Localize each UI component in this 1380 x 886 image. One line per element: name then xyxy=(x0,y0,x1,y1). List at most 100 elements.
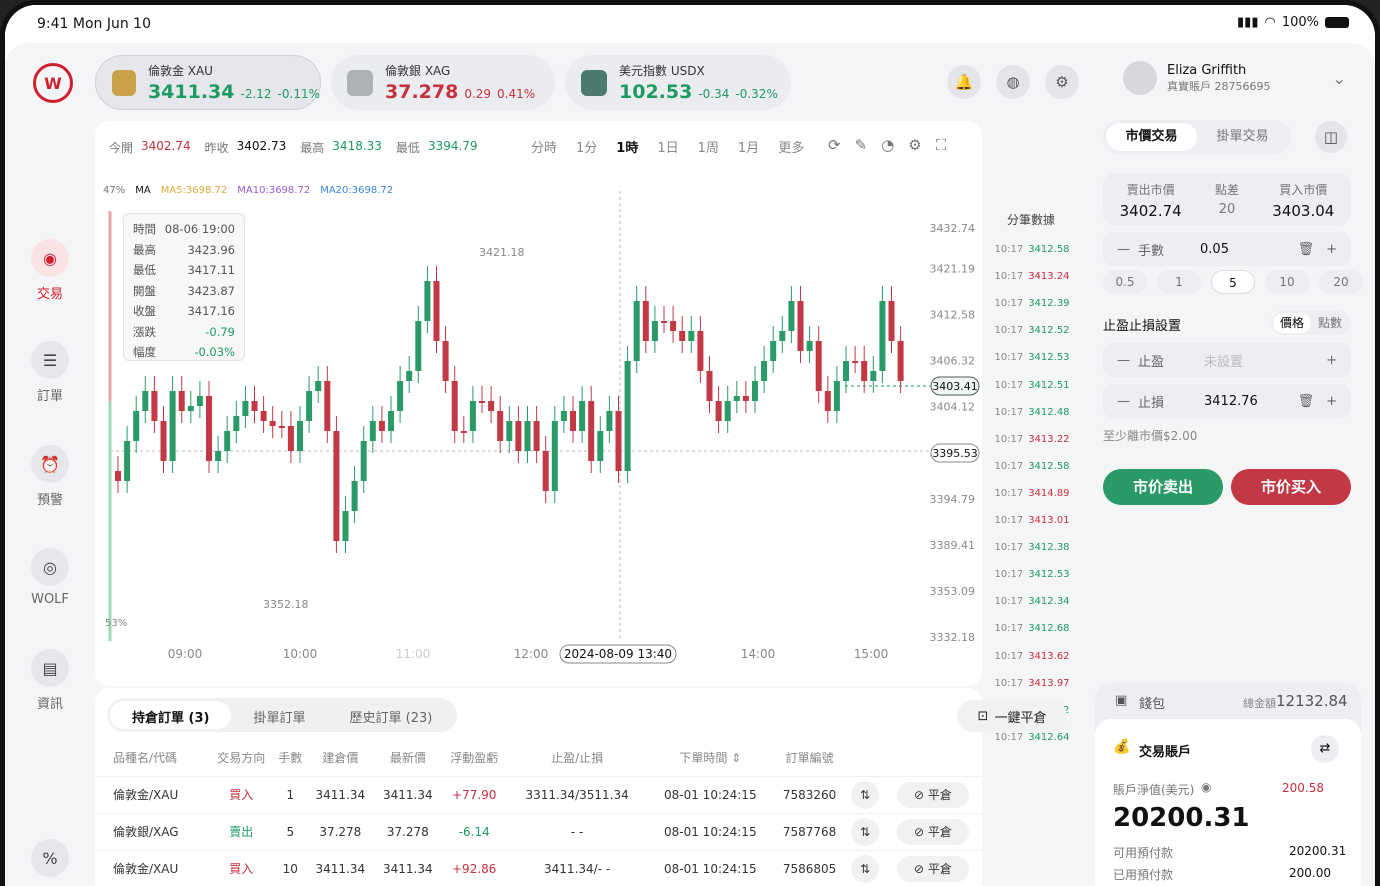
gear-icon[interactable]: ⚙ xyxy=(908,136,922,154)
settings-icon[interactable]: ⚙ xyxy=(1045,65,1079,99)
candle-body xyxy=(224,431,231,451)
tf-tick[interactable]: 分時 xyxy=(531,141,558,156)
nav-alerts[interactable]: ⏰ 預警 xyxy=(5,445,95,508)
mode-price[interactable]: 價格 xyxy=(1273,313,1311,333)
column-header[interactable]: 下單時間 ⇕ xyxy=(679,751,742,766)
close-position-button[interactable]: ⊘ 平倉 xyxy=(897,855,969,882)
nav-trade[interactable]: ◉ 交易 xyxy=(5,239,95,302)
adjust-icon[interactable]: ⇅ xyxy=(850,854,879,883)
sl-label: 止損 xyxy=(1138,395,1165,411)
plus-icon[interactable]: + xyxy=(1326,352,1337,368)
ma-legend: 47% MA MA5:3698.72 MA10:3698.72 MA20:369… xyxy=(103,185,393,196)
gauge-icon[interactable]: ◔ xyxy=(881,136,895,154)
close-position-button[interactable]: ⊘ 平倉 xyxy=(897,781,969,808)
candle-body xyxy=(852,361,859,363)
candle-chart[interactable]: 3432.743421.193412.583406.323404.123398.… xyxy=(95,181,992,681)
layout-icon[interactable]: ◫ xyxy=(1315,121,1347,153)
candle-body xyxy=(815,341,822,391)
candle-body xyxy=(615,411,622,471)
tab-limit[interactable]: 掛單交易 xyxy=(1216,129,1269,144)
column-header: 品種名/代碼 xyxy=(113,751,178,766)
plus-icon[interactable]: + xyxy=(1326,393,1337,409)
nav-wolf[interactable]: ◎ WOLF xyxy=(5,548,95,607)
refresh-icon[interactable]: ⟳ xyxy=(828,136,841,154)
tab-pending[interactable]: 掛單訂單 xyxy=(253,711,306,726)
lot-chip[interactable]: 20 xyxy=(1319,270,1363,294)
nav-news[interactable]: ▤ 資訊 xyxy=(5,649,95,712)
tf-1m[interactable]: 1分 xyxy=(576,141,598,156)
tab-market[interactable]: 市價交易 xyxy=(1106,123,1197,151)
status-bar: 9:41 Mon Jun 10 ▮▮▮ ◠ 100% xyxy=(5,5,1375,49)
user-menu[interactable]: Eliza Griffith 真實賬戶 28756695 ⌄ xyxy=(1123,61,1346,95)
eye-icon[interactable]: ◉ xyxy=(1201,780,1212,794)
tick-price: 3412.38 xyxy=(1028,542,1070,554)
candle-body xyxy=(897,341,904,381)
tf-1mo[interactable]: 1月 xyxy=(737,141,760,156)
table-cell: 倫敦金/XAU xyxy=(95,775,209,813)
sl-value[interactable]: 3412.76 xyxy=(1204,393,1258,409)
market-buy-button[interactable]: 市价买入 xyxy=(1231,469,1351,505)
ticker-usdx[interactable]: 美元指數 USDX 102.53 -0.34 -0.32% xyxy=(565,55,791,110)
bell-icon[interactable]: 🔔 xyxy=(947,65,981,99)
adjust-icon[interactable]: ⇅ xyxy=(850,817,879,846)
close-all-button[interactable]: ⊡ 一鍵平倉 xyxy=(957,700,1067,732)
stop-loss-field[interactable]: — 止損 3412.76 🗑 + xyxy=(1103,384,1351,418)
high-label: 最高 xyxy=(300,141,325,155)
lots-value[interactable]: 0.05 xyxy=(1200,241,1229,257)
tab-history[interactable]: 歷史訂單 (23) xyxy=(349,711,433,726)
tf-1h[interactable]: 1時 xyxy=(616,141,639,156)
low-value: 3394.79 xyxy=(427,139,478,153)
trash-icon[interactable]: 🗑 xyxy=(1297,241,1315,257)
y-tick-label: 3432.74 xyxy=(930,222,976,235)
table-row[interactable]: 倫敦金/XAU 買入 1 3411.34 3411.34 +77.90 3311.34/35… xyxy=(95,775,982,813)
buy-label: 買入市價 xyxy=(1279,183,1328,197)
table-cell: ⊘ 平倉 xyxy=(884,849,982,886)
tf-1w[interactable]: 1周 xyxy=(697,141,719,156)
tf-1d[interactable]: 1日 xyxy=(657,141,679,156)
candle-body xyxy=(251,401,258,411)
candle-body xyxy=(551,421,558,491)
ma-selector[interactable]: MA xyxy=(135,185,151,196)
pen-icon[interactable]: ✎ xyxy=(854,136,868,154)
ticker-name: 倫敦金 XAU xyxy=(147,64,213,78)
candle-body xyxy=(861,361,868,381)
table-cell: 10 xyxy=(273,849,307,886)
tp-placeholder[interactable]: 未設置 xyxy=(1204,354,1244,370)
table-row[interactable]: 倫敦金/XAU 買入 10 3411.34 3411.34 +92.86 3411.34/-… xyxy=(95,849,982,886)
trade-tick-row: 10:17 3412.48 xyxy=(992,407,1072,418)
ticker-xau[interactable]: 倫敦金 XAU 3411.34 -2.12 -0.11% xyxy=(95,55,321,110)
tab-positions[interactable]: 持倉訂單 (3) xyxy=(110,701,232,729)
adjust-icon[interactable]: ⇅ xyxy=(850,780,879,809)
market-sell-button[interactable]: 市价卖出 xyxy=(1103,469,1223,505)
trade-tick-row: 10:17 3412.38 xyxy=(992,542,1072,553)
transfer-icon[interactable]: ⇄ xyxy=(1311,735,1339,763)
lot-chip[interactable]: 5 xyxy=(1211,270,1255,294)
close-position-button[interactable]: ⊘ 平倉 xyxy=(897,818,969,845)
trade-tick-row: 10:17 3412.64 xyxy=(992,732,1072,743)
tt-label: 幅度 xyxy=(133,345,156,359)
candle-body xyxy=(469,401,476,431)
take-profit-field[interactable]: — 止盈 未設置 + xyxy=(1103,343,1351,377)
prev-label: 昨收 xyxy=(204,141,229,155)
lot-chip[interactable]: 10 xyxy=(1265,270,1309,294)
gold-icon xyxy=(112,69,136,96)
nav-orders[interactable]: ☰ 訂單 xyxy=(5,341,95,404)
lot-chip[interactable]: 1 xyxy=(1157,270,1201,294)
current-price-label: 3403.41 xyxy=(932,380,978,393)
tf-more[interactable]: 更多 xyxy=(778,141,805,156)
minus-icon[interactable]: — xyxy=(1117,393,1130,409)
fullscreen-icon[interactable]: ⛶ xyxy=(935,136,947,154)
table-row[interactable]: 倫敦銀/XAG 賣出 5 37.278 37.278 -6.14- -08-01 10:2… xyxy=(95,812,982,850)
plus-icon[interactable]: + xyxy=(1326,241,1337,257)
lot-chip[interactable]: 0.5 xyxy=(1103,270,1147,294)
trash-icon[interactable]: 🗑 xyxy=(1297,393,1315,409)
minus-icon[interactable]: — xyxy=(1117,352,1130,368)
ticker-xag[interactable]: 倫敦銀 XAG 37.278 0.29 0.41% xyxy=(331,55,555,110)
mode-points[interactable]: 點數 xyxy=(1317,316,1342,330)
nav-discount[interactable]: % xyxy=(5,839,95,883)
candle-body xyxy=(560,411,567,421)
chat-icon[interactable]: ◍ xyxy=(996,65,1030,99)
minus-icon[interactable]: — xyxy=(1117,241,1130,257)
open-label: 今開 xyxy=(109,141,134,155)
lots-stepper[interactable]: — 手數 0.05 🗑 + xyxy=(1103,232,1351,266)
